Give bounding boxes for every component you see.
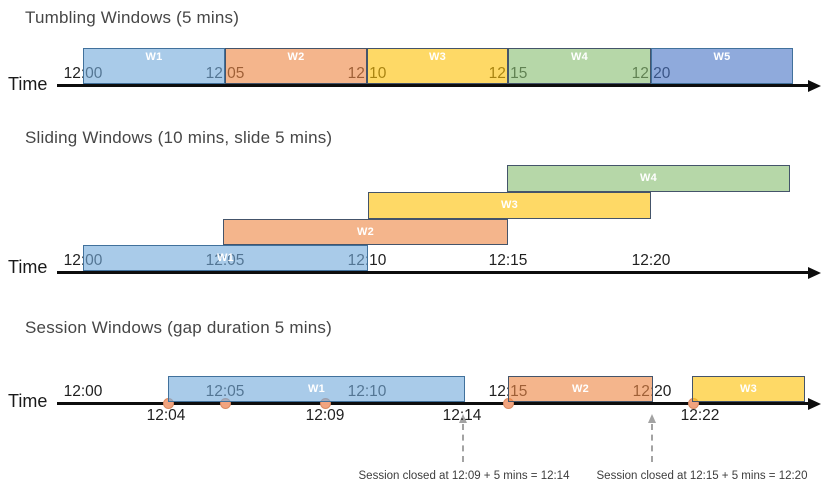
sliding-window-label: W3 [500,199,519,211]
session-window-bar-w2: W2 [508,376,653,402]
tumbling-window-bar-w3: W3 [367,48,508,84]
session-close-arrow-icon [458,414,467,423]
sliding-window-bar-w4: W4 [507,165,790,192]
event-time-label: 12:22 [680,407,720,424]
session-close-annotation: Session closed at 12:09 + 5 mins = 12:14 [358,470,570,482]
session-window-label: W2 [571,382,590,395]
tumbling-title: Tumbling Windows (5 mins) [25,8,240,27]
session-axis-arrow-icon [808,397,821,410]
session-window-label: W1 [307,382,326,395]
tumbling-window-bar-w1: W1 [83,48,225,84]
session-close-arrow-shaft [651,424,653,462]
tumbling-window-label: W2 [287,51,305,63]
session-time-axis [57,402,809,405]
tumbling-window-bar-w2: W2 [225,48,367,84]
session-window-bar-w1: W1 [168,376,465,402]
tumbling-time-axis-label: Time [8,74,48,94]
tumbling-window-bar-w4: W4 [508,48,651,84]
sliding-window-label: W1 [216,251,235,264]
tumbling-window-label: W3 [428,51,447,63]
sliding-axis-arrow-icon [808,266,821,279]
event-time-label: 12:04 [146,407,186,424]
session-close-annotation: Session closed at 12:15 + 5 mins = 12:20 [596,470,808,482]
tumbling-time-axis [57,84,809,87]
tumbling-window-label: W5 [713,51,731,63]
event-time-label: 12:14 [442,407,482,424]
session-time-axis-label: Time [8,391,48,411]
sliding-time-axis-label: Time [8,257,48,277]
session-tick-label: 12:00 [63,383,103,400]
tumbling-window-bar-w5: W5 [651,48,793,84]
session-window-label: W3 [739,382,758,395]
event-time-label: 12:09 [305,407,345,424]
tumbling-axis-arrow-icon [808,79,821,92]
sliding-window-bar-w1: W1 [83,245,368,271]
sliding-window-bar-w2: W2 [223,219,508,245]
sliding-window-bar-w3: W3 [368,192,651,219]
sliding-title: Sliding Windows (10 mins, slide 5 mins) [25,128,333,147]
tumbling-window-label: W1 [145,51,163,63]
sliding-window-label: W2 [356,225,375,238]
session-title: Session Windows (gap duration 5 mins) [25,318,332,337]
sliding-tick-label: 12:15 [488,252,528,269]
session-window-bar-w3: W3 [692,376,805,402]
sliding-window-label: W4 [639,172,658,184]
session-close-arrow-shaft [462,424,464,462]
sliding-time-axis [57,271,809,274]
session-close-arrow-icon [647,414,656,423]
tumbling-window-label: W4 [570,51,589,63]
sliding-tick-label: 12:20 [631,252,671,269]
